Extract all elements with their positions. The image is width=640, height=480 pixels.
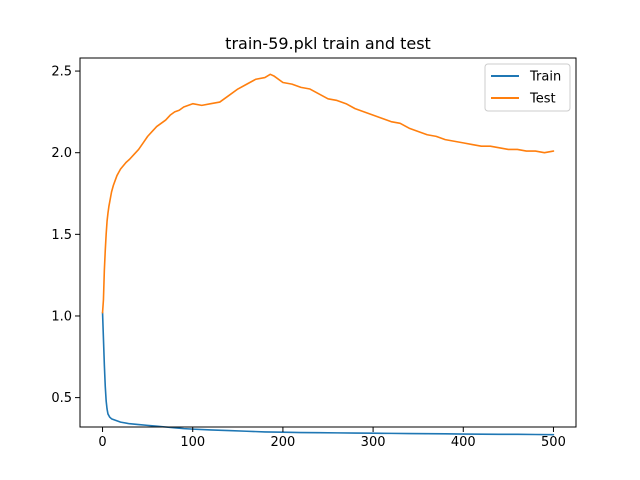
x-tick-label: 300 (361, 435, 386, 450)
y-tick-label: 1.5 (51, 228, 72, 243)
x-tick-label: 400 (451, 435, 476, 450)
series-layer (101, 73, 555, 436)
x-tick-label: 500 (541, 435, 566, 450)
series-line-test (101, 73, 555, 314)
x-tick-label: 200 (270, 435, 295, 450)
x-tick-label: 100 (180, 435, 205, 450)
legend-label-test: Test (529, 92, 556, 107)
x-axis: 0 100 200 300 400 500 (98, 427, 566, 450)
y-tick-label: 2.5 (51, 65, 72, 80)
legend-label-train: Train (529, 70, 561, 85)
y-tick-label: 1.0 (51, 309, 72, 324)
legend: Train Test (484, 63, 571, 112)
chart-title: train-59.pkl train and test (225, 34, 431, 53)
plot-area-frame (79, 57, 577, 428)
y-tick-label: 2.0 (51, 146, 72, 161)
y-tick-label: 0.5 (51, 391, 72, 406)
y-axis: 0.5 1.0 1.5 2.0 2.5 (51, 65, 80, 406)
series-line-train (101, 311, 555, 436)
x-tick-label: 0 (98, 435, 106, 450)
